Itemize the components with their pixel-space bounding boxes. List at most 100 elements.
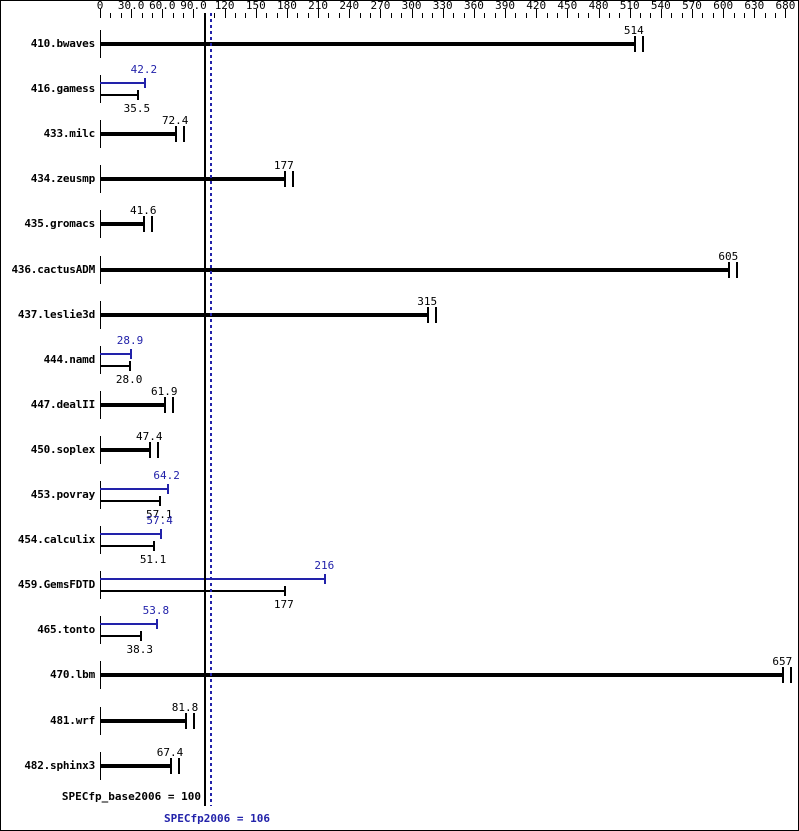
base-value-label: 81.8 <box>171 700 199 714</box>
x-axis-tick-label: 150 <box>245 0 266 12</box>
x-axis-minor-tick <box>266 13 267 18</box>
peak-bar <box>100 623 156 626</box>
x-axis-minor-tick <box>713 13 714 18</box>
base-bar-endcap <box>435 306 438 323</box>
base-bar-endcap <box>291 171 294 188</box>
base-bar-endcap <box>178 757 180 774</box>
x-axis-major-tick <box>474 9 475 18</box>
peak-bar-endcap <box>155 619 158 630</box>
x-axis-minor-tick <box>775 13 776 18</box>
x-axis-tick-label: 360 <box>463 0 484 12</box>
x-axis-major-tick <box>380 9 381 18</box>
base-bar-endcap <box>129 360 132 371</box>
benchmark-row-label: 481.wrf <box>50 713 95 727</box>
x-axis-major-tick <box>754 9 755 18</box>
x-axis-tick-label: 540 <box>650 0 671 12</box>
reference-line-peak <box>210 13 212 806</box>
legend-peak-label: SPECfp2006 = 106 <box>164 812 270 825</box>
x-axis-minor-tick <box>734 13 735 18</box>
base-value-label: 657 <box>772 655 793 669</box>
x-axis-major-tick <box>318 9 319 18</box>
x-axis-major-tick <box>692 9 693 18</box>
benchmark-row-label: 410.bwaves <box>30 37 95 50</box>
x-axis-minor-tick <box>640 13 641 18</box>
peak-bar <box>100 578 325 581</box>
base-value-label: 177 <box>273 598 294 612</box>
x-axis-major-tick <box>536 9 537 18</box>
x-axis-minor-tick <box>578 13 579 18</box>
x-axis-major-tick <box>193 9 194 18</box>
x-axis-major-tick <box>661 9 662 18</box>
x-axis-minor-tick <box>609 13 610 18</box>
x-axis-major-tick <box>100 9 101 18</box>
peak-value-label: 216 <box>314 559 335 573</box>
base-bar-median-tick <box>782 667 785 684</box>
reference-line-base <box>204 13 206 806</box>
x-axis-tick-label: 30.0 <box>117 0 145 12</box>
base-bar <box>100 635 140 638</box>
base-bar-endcap <box>157 441 160 458</box>
base-bar-endcap <box>790 667 793 684</box>
peak-bar <box>100 352 130 355</box>
x-axis-minor-tick <box>547 13 548 18</box>
base-value-label: 67.4 <box>156 745 184 759</box>
base-bar-median-tick <box>283 171 286 188</box>
x-axis-tick-label: 450 <box>557 0 578 12</box>
x-axis-minor-tick <box>370 13 371 18</box>
base-bar <box>100 673 783 678</box>
base-bar <box>100 364 130 367</box>
x-axis-minor-tick <box>152 13 153 18</box>
base-bar-median-tick <box>184 712 187 729</box>
row-origin-tick <box>100 345 101 374</box>
x-axis-tick-label: 570 <box>682 0 702 12</box>
base-value-label: 61.9 <box>151 384 178 398</box>
peak-bar <box>100 488 167 490</box>
base-value-label: 51.1 <box>139 553 167 567</box>
x-axis-minor-tick <box>422 13 423 18</box>
x-axis-minor-tick <box>121 13 122 18</box>
x-axis-minor-tick <box>682 13 683 18</box>
base-bar <box>100 545 154 548</box>
x-axis-major-tick <box>443 9 444 18</box>
base-bar <box>100 42 634 46</box>
x-axis-minor-tick <box>484 13 485 18</box>
x-axis-major-tick <box>225 9 226 18</box>
x-axis-tick-label: 680 <box>775 0 796 12</box>
row-origin-tick <box>100 616 101 645</box>
benchmark-row-label: 459.GemsFDTD <box>17 578 95 592</box>
x-axis-minor-tick <box>183 13 184 18</box>
x-axis-major-tick <box>599 9 600 18</box>
row-origin-tick <box>100 481 101 509</box>
x-axis-minor-tick <box>744 13 745 18</box>
legend-base-label: SPECfp_base2006 = 100 <box>61 790 201 803</box>
x-axis-minor-tick <box>495 13 496 18</box>
benchmark-row-label: 482.sphinx3 <box>24 758 95 772</box>
base-bar-median-tick <box>427 306 430 323</box>
row-origin-tick <box>100 526 101 555</box>
x-axis-major-tick <box>287 9 288 18</box>
x-axis-tick-label: 90.0 <box>180 0 207 12</box>
base-value-label: 57.1 <box>146 508 173 521</box>
benchmark-row-label: 454.calculix <box>17 533 95 547</box>
x-axis-minor-tick <box>308 13 309 18</box>
row-origin-tick <box>100 75 101 104</box>
benchmark-row-label: 444.namd <box>43 352 96 366</box>
benchmark-row-label: 447.dealII <box>30 397 95 411</box>
benchmark-row-label: 434.zeusmp <box>30 172 95 186</box>
peak-value-label: 64.2 <box>153 469 180 482</box>
x-axis-minor-tick <box>328 13 329 18</box>
x-axis-tick-label: 480 <box>588 0 609 12</box>
x-axis-minor-tick <box>515 13 516 18</box>
x-axis-minor-tick <box>588 13 589 18</box>
base-bar-endcap <box>192 712 195 729</box>
base-bar-endcap <box>641 36 644 52</box>
benchmark-row-label: 436.cactusADM <box>11 262 96 276</box>
base-bar-endcap <box>151 216 154 233</box>
x-axis-minor-tick <box>245 13 246 18</box>
benchmark-row-label: 465.tonto <box>37 623 95 637</box>
base-bar <box>100 718 185 723</box>
x-axis-minor-tick <box>619 13 620 18</box>
base-bar-endcap <box>153 541 156 552</box>
base-bar <box>100 590 284 593</box>
